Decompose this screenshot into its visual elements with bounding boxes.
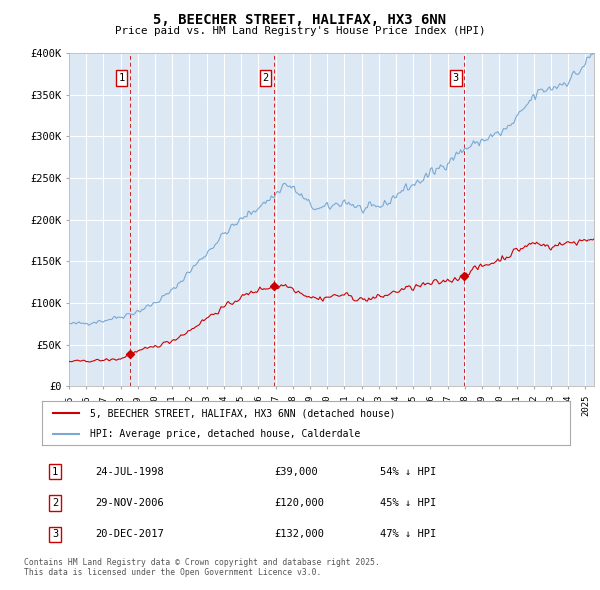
Text: £39,000: £39,000 — [274, 467, 318, 477]
Text: Contains HM Land Registry data © Crown copyright and database right 2025.: Contains HM Land Registry data © Crown c… — [24, 558, 380, 566]
Text: 3: 3 — [452, 73, 459, 83]
Text: 5, BEECHER STREET, HALIFAX, HX3 6NN (detached house): 5, BEECHER STREET, HALIFAX, HX3 6NN (det… — [89, 408, 395, 418]
Text: 54% ↓ HPI: 54% ↓ HPI — [380, 467, 436, 477]
Text: 2: 2 — [52, 498, 58, 508]
Text: HPI: Average price, detached house, Calderdale: HPI: Average price, detached house, Cald… — [89, 428, 360, 438]
Text: This data is licensed under the Open Government Licence v3.0.: This data is licensed under the Open Gov… — [24, 568, 322, 576]
Text: 29-NOV-2006: 29-NOV-2006 — [95, 498, 164, 508]
Text: 1: 1 — [119, 73, 125, 83]
Text: 1: 1 — [52, 467, 58, 477]
Text: 47% ↓ HPI: 47% ↓ HPI — [380, 529, 436, 539]
Text: 2: 2 — [262, 73, 269, 83]
Text: 5, BEECHER STREET, HALIFAX, HX3 6NN: 5, BEECHER STREET, HALIFAX, HX3 6NN — [154, 13, 446, 27]
Text: 20-DEC-2017: 20-DEC-2017 — [95, 529, 164, 539]
Text: 3: 3 — [52, 529, 58, 539]
Text: 45% ↓ HPI: 45% ↓ HPI — [380, 498, 436, 508]
Text: Price paid vs. HM Land Registry's House Price Index (HPI): Price paid vs. HM Land Registry's House … — [115, 26, 485, 36]
Text: £132,000: £132,000 — [274, 529, 325, 539]
Text: £120,000: £120,000 — [274, 498, 325, 508]
Text: 24-JUL-1998: 24-JUL-1998 — [95, 467, 164, 477]
